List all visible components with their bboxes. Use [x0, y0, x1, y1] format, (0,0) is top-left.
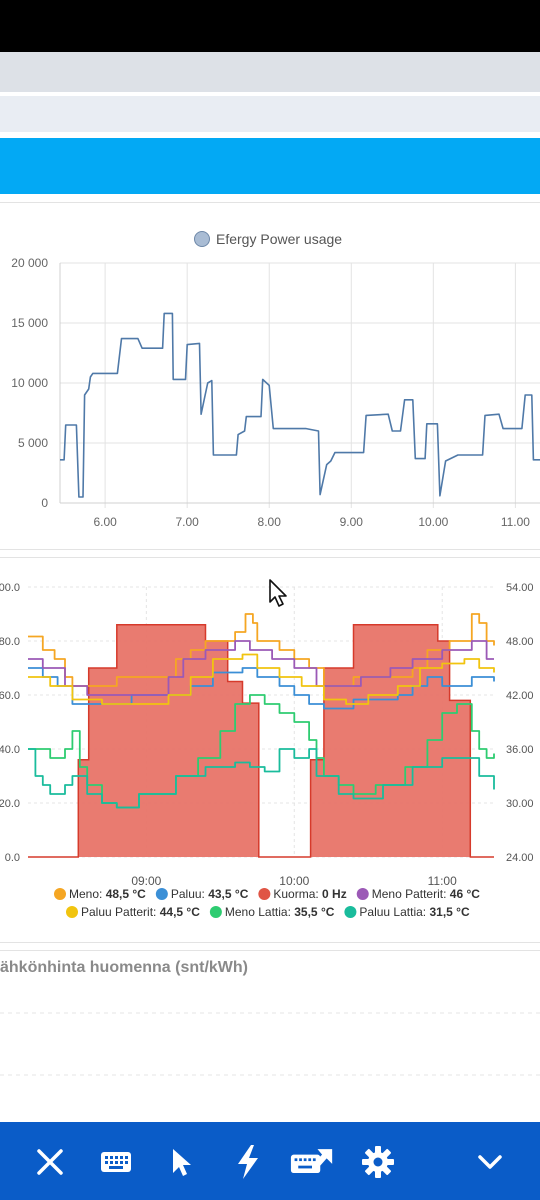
right-y-tick-label: 36.00	[506, 744, 534, 756]
lightning-icon	[238, 1145, 258, 1179]
pointer-button[interactable]	[160, 1140, 204, 1184]
legend-series-name: Paluu Lattia:	[359, 905, 429, 919]
pointer-icon	[173, 1149, 191, 1176]
right-y-tick-label: 42.00	[506, 690, 534, 702]
legend-label: Paluu Lattia: 31,5 °C	[359, 905, 470, 919]
x-tick-label: 8.00	[258, 515, 282, 529]
close-button[interactable]	[28, 1140, 72, 1184]
y-tick-label: 0	[41, 496, 48, 510]
legend-series-name: Kuorma:	[273, 887, 322, 901]
price-tomorrow-card: ähkönhinta huomenna (snt/kWh)	[0, 950, 540, 1124]
right-y-tick-label: 54.00	[506, 582, 534, 594]
legend-series-name: Meno:	[69, 887, 106, 901]
legend-series-value: 48,5 °C	[106, 887, 146, 901]
legend-item-paluu-lattia: Paluu Lattia: 31,5 °C	[344, 905, 470, 919]
y-tick-label: 5 000	[18, 436, 48, 450]
temperature-card: 0.0 20.0 40.0 60.0 80.0 100.0 24.00 30.00 36.00 4…	[0, 557, 540, 943]
legend-label-efergy: Efergy Power usage	[216, 231, 342, 247]
legend-swatch	[54, 888, 66, 900]
keyboard-button[interactable]	[94, 1140, 138, 1184]
legend-label: Paluu Patterit: 44,5 °C	[81, 905, 200, 919]
y-tick-label: 10 000	[11, 376, 48, 390]
right-y-tick-label: 24.00	[506, 852, 534, 864]
x-tick-label: 9.00	[340, 515, 364, 529]
power-button[interactable]	[226, 1140, 270, 1184]
legend-swatch	[344, 906, 357, 918]
legend-label: Meno: 48,5 °C	[69, 887, 146, 901]
left-y-tick-label: 80.0	[0, 636, 20, 648]
left-y-tick-label: 100.0	[0, 582, 20, 594]
series-line-paluu-lattia	[28, 748, 495, 809]
keyboard-mouse-button[interactable]	[290, 1140, 334, 1184]
legend-swatch-efergy	[194, 231, 210, 247]
legend-swatch	[258, 888, 271, 900]
legend-label: Meno Lattia: 35,5 °C	[225, 905, 335, 919]
x-tick-label: 11.00	[501, 515, 530, 529]
temperature-chart: 0.0 20.0 40.0 60.0 80.0 100.0 24.00 30.00 36.00 4…	[0, 582, 534, 919]
series-line-paluu-patterit	[28, 653, 495, 705]
x-tick-label: 10:00	[279, 874, 309, 888]
mouse-cursor-icon	[269, 579, 287, 607]
series-line-kuorma	[28, 624, 494, 858]
bottom-toolbar	[0, 1122, 540, 1200]
legend-swatch	[66, 906, 78, 918]
legend-swatch	[356, 888, 369, 900]
x-tick-label: 09:00	[131, 874, 161, 888]
legend-series-name: Paluu:	[171, 887, 208, 901]
price-chart-gridlines	[0, 1012, 540, 1076]
gear-icon	[362, 1146, 394, 1178]
left-y-tick-label: 0.0	[5, 852, 20, 864]
close-icon	[37, 1149, 63, 1175]
card-title: ähkönhinta huomenna (snt/kWh)	[0, 959, 248, 976]
x-tick-label: 7.00	[175, 515, 199, 529]
legend-series-value: 46 °C	[450, 887, 480, 901]
series-line-meno	[28, 613, 495, 687]
right-y-tick-label: 48.00	[506, 636, 534, 648]
legend-label: Kuorma: 0 Hz	[273, 887, 346, 901]
legend-series-value: 0 Hz	[322, 887, 347, 901]
legend-series-value: 35,5 °C	[294, 905, 334, 919]
left-y-tick-label: 60.0	[0, 690, 20, 702]
legend-series-value: 44,5 °C	[160, 905, 200, 919]
legend-swatch	[155, 888, 168, 900]
browser-tabs-bar	[0, 96, 540, 132]
legend-item-paluu-patterit: Paluu Patterit: 44,5 °C	[66, 905, 200, 919]
browser-toolbar	[0, 52, 540, 92]
status-bar	[0, 0, 540, 52]
y-tick-label: 15 000	[11, 316, 48, 330]
legend-item-paluu: Paluu: 43,5 °C	[155, 887, 249, 901]
legend-label: Paluu: 43,5 °C	[171, 887, 249, 901]
keyboard-icon	[101, 1152, 131, 1172]
legend-series-value: 43,5 °C	[208, 887, 248, 901]
left-y-tick-label: 40.0	[0, 744, 20, 756]
x-tick-label: 6.00	[93, 515, 117, 529]
app-header	[0, 138, 540, 194]
keyboard-mouse-icon	[290, 1149, 333, 1173]
chevron-down-icon	[478, 1155, 502, 1169]
legend-item-kuorma: Kuorma: 0 Hz	[258, 887, 347, 901]
legend-label: Meno Patterit: 46 °C	[372, 887, 481, 901]
x-tick-label: 11:00	[428, 874, 457, 888]
legend-series-name: Meno Patterit:	[372, 887, 450, 901]
legend-item-meno-lattia: Meno Lattia: 35,5 °C	[209, 905, 335, 919]
legend-swatch	[209, 906, 222, 918]
legend-item-meno: Meno: 48,5 °C	[54, 887, 146, 901]
legend-item-meno-patterit: Meno Patterit: 46 °C	[356, 887, 481, 901]
legend-series-name: Meno Lattia:	[225, 905, 294, 919]
series-line-meno-patterit	[28, 640, 494, 696]
power-usage-chart: Efergy Power usage 0 5 000 10 000 15 000 20 0…	[11, 231, 540, 529]
power-usage-card: Efergy Power usage 0 5 000 10 000 15 000 20 0…	[0, 202, 540, 550]
legend-series-value: 31,5 °C	[429, 905, 469, 919]
collapse-button[interactable]	[468, 1140, 512, 1184]
legend-series-name: Paluu Patterit:	[81, 905, 160, 919]
settings-button[interactable]	[356, 1140, 400, 1184]
y-tick-label: 20 000	[11, 256, 48, 270]
left-y-tick-label: 20.0	[0, 798, 20, 810]
x-tick-label: 10.00	[418, 515, 448, 529]
series-line-efergy-power-usage	[60, 312, 540, 498]
right-y-tick-label: 30.00	[506, 798, 534, 810]
